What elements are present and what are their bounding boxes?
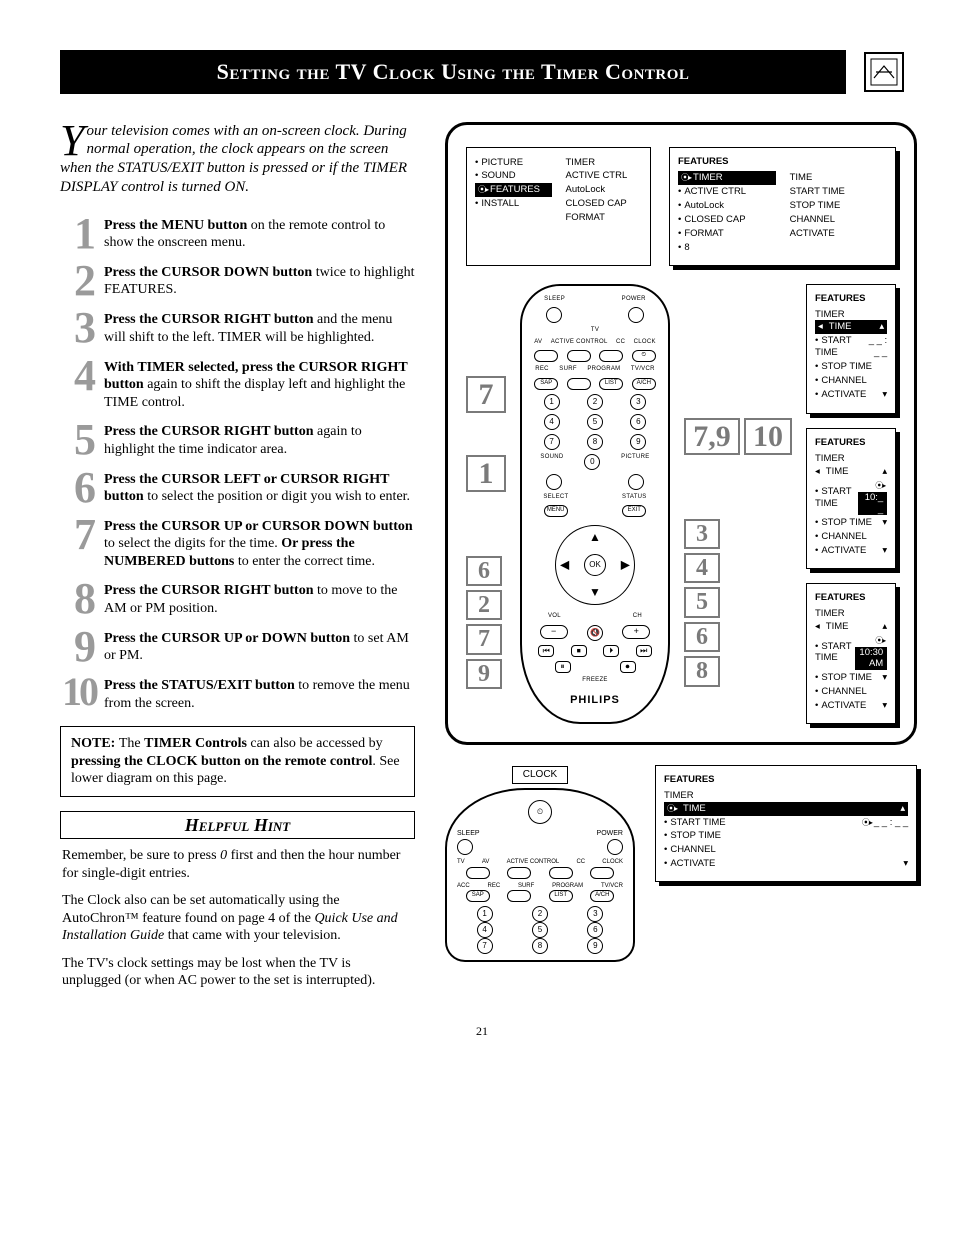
osd-timer-panel-2: FEATURES TIMER TIME START TIME10:_ _ STO… (806, 428, 896, 569)
step: 7Press the CURSOR UP or CURSOR DOWN butt… (60, 516, 415, 571)
step: 1Press the MENU button on the remote con… (60, 215, 415, 252)
av-button[interactable] (534, 350, 558, 362)
page-icon (864, 52, 904, 92)
clock-button-large[interactable]: ⏲ (528, 800, 552, 824)
num-button[interactable]: 9 (630, 434, 646, 450)
callout: 9 (466, 659, 502, 689)
callout: 6 (684, 622, 720, 652)
cc-button[interactable] (599, 350, 623, 362)
page-title: Setting the TV Clock Using the Timer Con… (60, 50, 846, 94)
intro-text: our television comes with an on-screen c… (60, 123, 407, 195)
ok-button[interactable]: OK (584, 554, 606, 576)
tvvcr-button[interactable]: A/CH (632, 378, 656, 390)
step: 3Press the CURSOR RIGHT button and the m… (60, 309, 415, 346)
step: 6Press the CURSOR LEFT or CURSOR RIGHT b… (60, 469, 415, 506)
step: 4With TIMER selected, press the CURSOR R… (60, 357, 415, 412)
num-button[interactable]: 7 (544, 434, 560, 450)
osd-side-panels: FEATURES TIMER TIME START TIME_ _ : _ _ … (806, 284, 896, 724)
osd-timer-lower: FEATURES TIMER TIME START TIME_ _ : _ _ … (655, 765, 917, 882)
transport-button[interactable]: ⏸ (555, 661, 571, 673)
num-button[interactable]: 5 (587, 414, 603, 430)
step: 10Press the STATUS/EXIT button to remove… (60, 675, 415, 712)
callout: 10 (744, 418, 792, 455)
clock-label: CLOCK (512, 766, 568, 785)
step: 8Press the CURSOR RIGHT button to move t… (60, 580, 415, 617)
cursor-up-icon[interactable]: ▲ (589, 530, 601, 545)
transport-button[interactable]: ⏭ (636, 645, 652, 657)
vol-down[interactable]: − (540, 625, 568, 639)
mute-button[interactable]: 🔇 (587, 625, 603, 641)
num-button[interactable]: 6 (630, 414, 646, 430)
title-bar: Setting the TV Clock Using the Timer Con… (60, 50, 904, 94)
num-button[interactable]: 3 (630, 394, 646, 410)
transport-button[interactable]: ⏵ (603, 645, 619, 657)
callout: 2 (466, 590, 502, 620)
right-column: PICTURE SOUND FEATURES INSTALL TIMER ACT… (445, 122, 917, 1000)
callout: 1 (466, 455, 506, 492)
dpad[interactable]: ▲ ▼ ◀ ▶ OK (555, 525, 635, 605)
clock-button[interactable]: ⏲ (632, 350, 656, 362)
callout: 7,9 (684, 418, 740, 455)
picture-button[interactable] (628, 474, 644, 490)
remote-control: SLEEPPOWER TV AVACTIVE CONTROLCCCLOCK ⏲ … (520, 284, 670, 724)
tv-frame: PICTURE SOUND FEATURES INSTALL TIMER ACT… (445, 122, 917, 745)
hint-body: Remember, be sure to press 0 first and t… (60, 838, 415, 990)
surf-button[interactable] (567, 378, 591, 390)
osd-timer-panel-3: FEATURES TIMER TIME START TIME10:30 AM S… (806, 583, 896, 724)
num-button[interactable]: 0 (584, 454, 600, 470)
power-button[interactable] (628, 307, 644, 323)
osd-features-panel: FEATURES TIMER ACTIVE CTRL AutoLock CLOS… (669, 147, 896, 266)
num-button[interactable]: 2 (587, 394, 603, 410)
callout: 4 (684, 553, 720, 583)
cursor-right-icon[interactable]: ▶ (621, 558, 630, 573)
callout-col-center: 7,9 10 3 4 5 6 8 (684, 284, 792, 724)
cursor-down-icon[interactable]: ▼ (589, 585, 601, 600)
callout: 7 (466, 624, 502, 654)
lower-diagram: CLOCK ⏲ SLEEPPOWER TVAVACTIVE CONTROLCCC… (445, 765, 917, 962)
brand-label: PHILIPS (570, 694, 620, 708)
step: 9Press the CURSOR UP or DOWN button to s… (60, 628, 415, 665)
num-button[interactable]: 1 (544, 394, 560, 410)
active-control-button[interactable] (567, 350, 591, 362)
num-button[interactable]: 8 (587, 434, 603, 450)
exit-button[interactable]: EXIT (622, 505, 646, 517)
num-button[interactable]: 4 (544, 414, 560, 430)
transport-button[interactable]: ⏹ (571, 645, 587, 657)
menu-button[interactable]: MENU (544, 505, 568, 517)
steps-list: 1Press the MENU button on the remote con… (60, 215, 415, 713)
step: 2Press the CURSOR DOWN button twice to h… (60, 262, 415, 299)
left-column: Your television comes with an on-screen … (60, 122, 415, 1000)
sound-button[interactable] (546, 474, 562, 490)
callout: 5 (684, 587, 720, 617)
transport-button[interactable]: ⏺ (620, 661, 636, 673)
callout: 8 (684, 656, 720, 686)
dropcap: Y (60, 122, 86, 158)
osd-main-menu: PICTURE SOUND FEATURES INSTALL TIMER ACT… (466, 147, 651, 266)
cursor-left-icon[interactable]: ◀ (560, 558, 569, 573)
intro-paragraph: Your television comes with an on-screen … (60, 122, 415, 197)
sleep-button[interactable] (546, 307, 562, 323)
callout: 6 (466, 556, 502, 586)
osd-timer-panel-1: FEATURES TIMER TIME START TIME_ _ : _ _ … (806, 284, 896, 415)
hint-title: Helpful Hint (60, 811, 415, 839)
page-number: 21 (60, 1024, 904, 1039)
transport-button[interactable]: ⏮ (538, 645, 554, 657)
callout: 7 (466, 376, 506, 413)
note-box: NOTE: The TIMER Controls can also be acc… (60, 726, 415, 797)
ch-up[interactable]: + (622, 625, 650, 639)
program-button[interactable]: LIST (599, 378, 623, 390)
callout-col-left: 7 1 6 2 7 9 (466, 284, 506, 724)
callout: 3 (684, 519, 720, 549)
rec-button[interactable]: SAP (534, 378, 558, 390)
step: 5Press the CURSOR RIGHT button again to … (60, 421, 415, 458)
